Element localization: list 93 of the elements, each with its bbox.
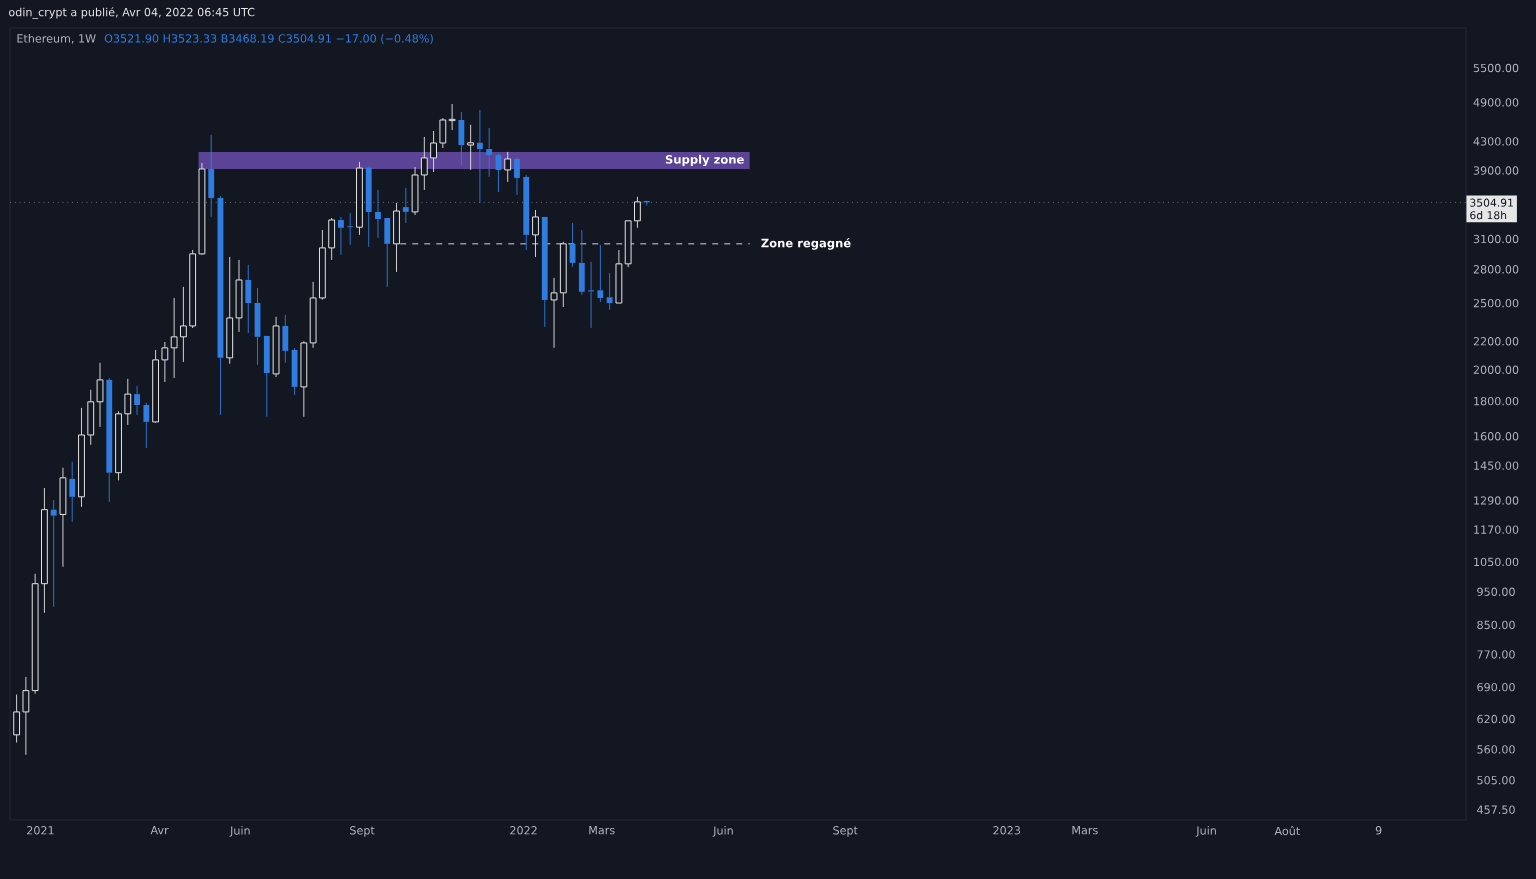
x-tick-label: Juin [1195,826,1216,837]
candlestick [69,461,76,523]
candlestick [411,166,419,216]
candlestick [347,212,354,246]
y-tick-label: 5500.00 [1473,63,1519,73]
x-tick-label: Mars [1072,826,1098,835]
x-tick-label: 9 [1375,826,1382,835]
candlestick [430,130,437,173]
candlestick [420,136,428,191]
y-tick-label: 2200.00 [1473,337,1519,346]
y-tick-label: 560.00 [1477,745,1515,754]
y-tick-label: 4300.00 [1473,137,1519,146]
candlestick [115,410,122,481]
candlestick [31,573,39,695]
y-tick-label: 850.00 [1477,620,1515,630]
candlestick [458,111,465,166]
candlestick [309,281,317,349]
x-tick-label: Sept [833,826,858,837]
candlestick [22,676,30,756]
candlestick [523,174,530,251]
candlestick [106,377,113,503]
candlestick [134,385,140,416]
y-tick-label: 3900.00 [1473,166,1519,175]
y-tick-label: 620.00 [1477,714,1515,724]
x-tick-label: Août [1274,826,1300,836]
candlestick [161,341,169,383]
candlestick [365,165,372,248]
candlestick [208,134,215,218]
x-tick-label: Mars [589,826,615,835]
candlestick [504,151,512,183]
candlestick [476,109,483,204]
candlestick [578,229,585,296]
candlestick [375,189,381,239]
candlestick [272,316,280,378]
candlestick [235,259,243,333]
ref-line-label: 3504.91 [1470,198,1513,207]
y-tick-label: 950.00 [1477,587,1515,596]
candlestick [226,256,234,365]
candlestick [597,244,604,303]
candlestick [550,277,558,349]
y-tick-label: 1800.00 [1474,396,1519,406]
x-tick-label: 2023 [993,826,1021,835]
y-tick-label: 1600.00 [1474,432,1519,441]
candlestick [50,499,57,608]
annotation: O3521.90 H3523.33 B3468.19 C3504.91 −17.00 (−0.48%) [104,34,433,44]
candlestick [393,202,400,273]
candlestick [170,297,178,379]
y-tick-label: 3100.00 [1473,234,1519,244]
candlestick [448,103,456,131]
candlestick [338,216,344,256]
x-tick-label: 2021 [27,826,54,835]
candlestick [606,272,613,311]
y-tick-label: 4900.00 [1473,98,1519,107]
y-tick-label: 690.00 [1477,682,1515,692]
y-tick-label: 2000.00 [1473,365,1519,374]
x-tick-label: Juin [712,826,733,837]
ref-line-label: Zone regagné [761,237,851,250]
candlestick [179,286,187,363]
candlestick [402,187,409,224]
chart-title: odin_crypt a publié, Avr 04, 2022 06:45 UTC [9,7,255,19]
candlestick [59,467,67,568]
candlestick [486,127,493,178]
y-tick-label: 770.00 [1477,650,1515,659]
candlestick [87,389,95,446]
candlestick [245,264,252,334]
candlestick [13,694,21,743]
candlestick [300,340,308,418]
y-tick-label: 2500.00 [1473,298,1519,308]
candlestick [96,362,104,428]
x-tick-label: Sept [350,826,375,837]
candlestick [532,209,539,258]
y-tick-label: 1170.00 [1474,525,1519,534]
candlestick [514,156,520,196]
text: 6d 18h [1470,210,1507,220]
candlestick [291,347,298,396]
band-label: Supply zone [665,154,744,167]
y-tick-label: 505.00 [1477,775,1515,785]
candlestick [143,402,150,449]
y-tick-label: 1290.00 [1474,496,1519,505]
candlestick [467,124,475,171]
x-tick-label: Avr [150,826,169,835]
y-tick-label: 457.50 [1477,805,1515,814]
x-tick-label: Juin [229,826,250,837]
candlestick [318,229,326,301]
candlestick [41,487,48,614]
x-tick-label: 2022 [510,826,537,835]
y-tick-label: 2800.00 [1473,265,1519,274]
chart-subtitle: Ethereum, 1W [17,34,96,44]
y-tick-label: 1050.00 [1474,557,1519,567]
y-tick-label: 1450.00 [1474,461,1519,470]
candlestick [282,314,289,364]
candlestick [78,407,85,508]
candlestick [124,378,132,426]
